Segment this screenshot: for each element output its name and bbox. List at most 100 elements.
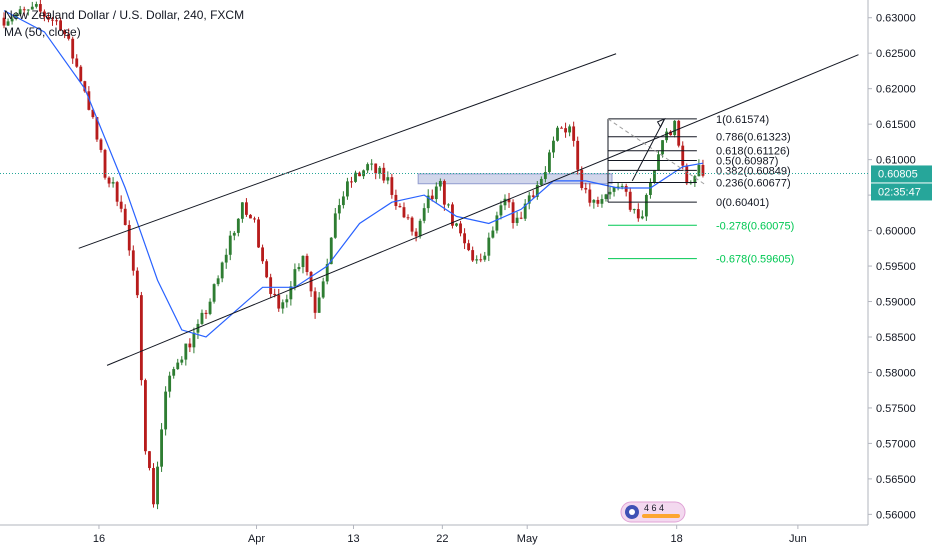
candle-body	[224, 254, 228, 263]
candle-body	[519, 217, 523, 219]
candle-body	[63, 30, 67, 35]
fibonacci-retracement[interactable]: 1(0.61574)0.786(0.61323)0.618(0.61126)0.…	[607, 114, 794, 266]
candle-body	[620, 185, 624, 187]
candle-body	[208, 301, 212, 314]
candle-body	[438, 181, 442, 187]
candle-body	[584, 188, 588, 190]
candle-body	[560, 127, 563, 129]
candle-body	[325, 264, 329, 282]
candle-body	[527, 195, 531, 204]
candle-body	[475, 259, 479, 261]
candle-body	[572, 126, 576, 141]
candle-body	[463, 233, 466, 244]
price-tick-label: 0.63000	[876, 13, 916, 25]
candle-body	[253, 218, 256, 220]
candle-body	[184, 343, 188, 360]
candle-body	[111, 182, 115, 184]
candle-body	[87, 91, 91, 110]
candle-body	[83, 81, 87, 92]
candle-body	[30, 6, 34, 10]
candle-body	[556, 127, 559, 141]
fib-extension-label: -0.278(0.60075)	[716, 220, 794, 232]
current-price-badge	[871, 165, 932, 183]
candle-body	[499, 205, 503, 216]
candle-body	[192, 332, 196, 348]
candle-body	[55, 20, 58, 22]
candle-body	[535, 184, 539, 197]
candle-body	[378, 167, 382, 174]
candle-body	[531, 195, 535, 197]
candle-body	[580, 169, 584, 189]
tradingview-badge-icon[interactable]: 4 6 4	[620, 500, 686, 524]
candle-body	[216, 278, 220, 285]
indicator-legend[interactable]: MA (50, close)	[4, 25, 81, 39]
candle-body	[10, 18, 14, 22]
candle-body	[22, 9, 26, 11]
candle-body	[366, 164, 370, 171]
candle-body	[507, 198, 511, 203]
channel-lower-line	[106, 54, 859, 366]
price-tick-label: 0.58000	[876, 367, 916, 379]
candle-body	[636, 209, 640, 219]
candle-body	[285, 299, 289, 303]
candle-body	[2, 17, 6, 26]
candle-body	[245, 202, 248, 215]
candle-body	[71, 38, 75, 59]
candle-body	[640, 216, 644, 219]
candle-body	[673, 120, 677, 136]
candle-body	[277, 295, 281, 309]
candle-body	[67, 34, 71, 39]
trend-channel[interactable]	[78, 53, 859, 366]
candle-body	[548, 152, 551, 173]
candle-body	[471, 250, 475, 261]
candle-body	[354, 172, 357, 182]
time-tick-label: 13	[347, 533, 359, 545]
candle-body	[127, 224, 131, 251]
candle-body	[26, 9, 30, 11]
candle-body	[649, 182, 652, 195]
candle-body	[608, 191, 612, 195]
candle-body	[483, 255, 487, 260]
candle-body	[313, 291, 317, 313]
resistance-zone[interactable]	[417, 173, 613, 185]
candle-body	[503, 198, 507, 206]
candle-body	[107, 177, 111, 184]
time-tick-label: 16	[93, 533, 105, 545]
candle-body	[370, 163, 374, 165]
candle-body	[172, 369, 176, 376]
candle-body	[95, 117, 99, 140]
candle-body	[152, 468, 155, 505]
candle-body	[543, 172, 547, 179]
time-tick-label: 18	[671, 533, 683, 545]
candle-body	[188, 343, 192, 348]
candle-body	[451, 204, 454, 226]
candle-body	[479, 259, 483, 261]
candle-body	[539, 178, 543, 185]
candle-body	[317, 297, 321, 313]
candle-body	[386, 177, 390, 181]
candle-body	[350, 181, 353, 183]
ma-series-line	[3, 10, 704, 338]
candle-body	[346, 181, 349, 197]
projection-arrow-line	[631, 118, 666, 182]
candle-body	[34, 4, 38, 7]
candle-body	[523, 203, 527, 219]
candle-body	[515, 217, 519, 223]
moving-average-line	[3, 10, 704, 338]
candle-body	[232, 232, 236, 236]
candle-body	[434, 186, 438, 200]
candle-body	[661, 140, 664, 155]
candle-body	[47, 16, 50, 20]
candle-body	[18, 9, 22, 15]
candle-body	[402, 207, 406, 218]
countdown-label: 02:35:47	[878, 186, 921, 198]
candle-body	[269, 277, 273, 294]
candle-body	[414, 231, 418, 237]
candle-body	[669, 131, 673, 136]
candle-body	[301, 255, 305, 268]
candle-body	[568, 126, 572, 133]
candle-body	[588, 189, 592, 203]
fib-extension-label: -0.678(0.59605)	[716, 254, 794, 266]
candle-body	[624, 185, 628, 192]
